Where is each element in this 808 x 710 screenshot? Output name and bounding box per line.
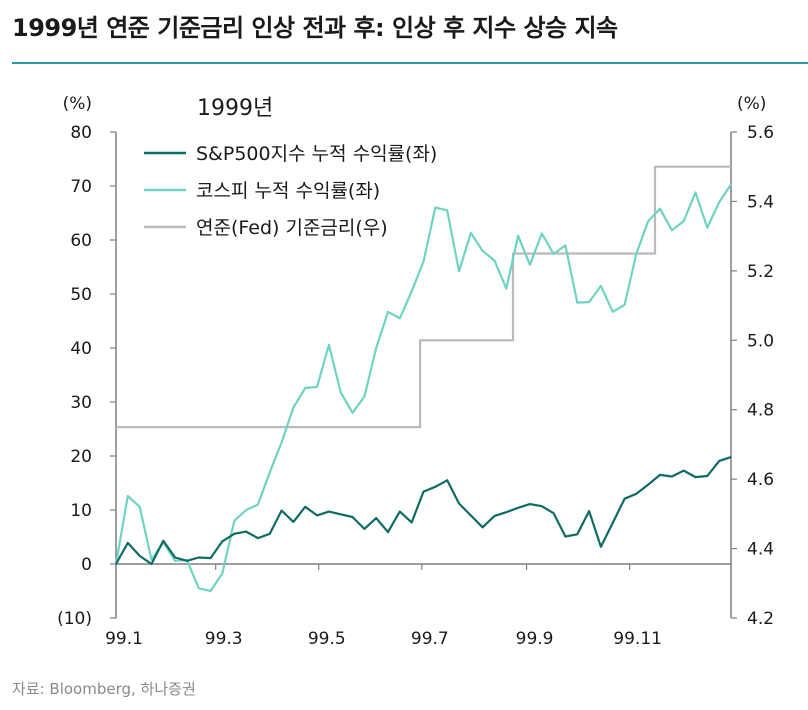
right-axis-tick-label: 4.4 (747, 540, 774, 560)
right-axis-tick-label: 4.6 (747, 470, 774, 490)
left-axis-tick-label: (10) (57, 609, 92, 629)
legend-label: 코스피 누적 수익률(좌) (196, 180, 380, 202)
left-axis-tick-label: 70 (70, 177, 92, 197)
source-note: 자료: Bloomberg, 하나증권 (12, 680, 196, 698)
series-line-3 (116, 165, 731, 429)
left-axis-tick-label: 30 (70, 393, 92, 413)
left-axis-tick-label: 40 (70, 339, 92, 359)
x-axis-tick-label: 99.11 (613, 629, 662, 649)
right-axis-tick-label: 4.2 (747, 609, 774, 629)
legend-label: S&P500지수 누적 수익률(좌) (196, 143, 437, 165)
x-axis-tick-label: 99.3 (205, 629, 243, 649)
left-axis-tick-label: 80 (70, 123, 92, 143)
right-axis-tick-label: 5.6 (747, 123, 774, 143)
left-axis-tick-label: 10 (70, 501, 92, 521)
title-divider (12, 62, 808, 64)
left-axis-tick-label: 50 (70, 285, 92, 305)
right-axis-tick-label: 5.0 (747, 331, 774, 351)
left-axis-tick-label: 60 (70, 231, 92, 251)
chart-title: 1999년 연준 기준금리 인상 전과 후: 인상 후 지수 상승 지속 (12, 14, 618, 42)
left-axis-unit: (%) (63, 94, 92, 114)
legend-label: 연준(Fed) 기준금리(우) (196, 217, 388, 239)
axes-group: (10) 0 10 20 30 40 50 60 70 80 (%) 4.2 4.4 4.6 4.8 5.0 5… (57, 94, 774, 649)
x-axis-tick-label: 99.7 (411, 629, 449, 649)
series-line-2 (114, 183, 732, 593)
left-axis-tick-label: 20 (70, 447, 92, 467)
chart-subtitle: 1999년 (197, 96, 273, 121)
series-line-1 (115, 456, 732, 566)
series-lines (114, 165, 732, 593)
x-axis-tick-label: 99.9 (516, 629, 554, 649)
legend: 1999년 S&P500지수 누적 수익률(좌) 코스피 누적 수익률(좌) 연준(F… (144, 96, 437, 239)
right-axis-unit: (%) (737, 94, 766, 114)
right-axis-tick-label: 4.8 (747, 401, 774, 421)
right-axis-tick-label: 5.2 (747, 262, 774, 282)
x-axis-tick-label: 99.1 (105, 629, 143, 649)
right-axis-tick-label: 5.4 (747, 192, 774, 212)
x-axis-tick-label: 99.5 (308, 629, 346, 649)
left-axis-tick-label: 0 (81, 555, 92, 575)
